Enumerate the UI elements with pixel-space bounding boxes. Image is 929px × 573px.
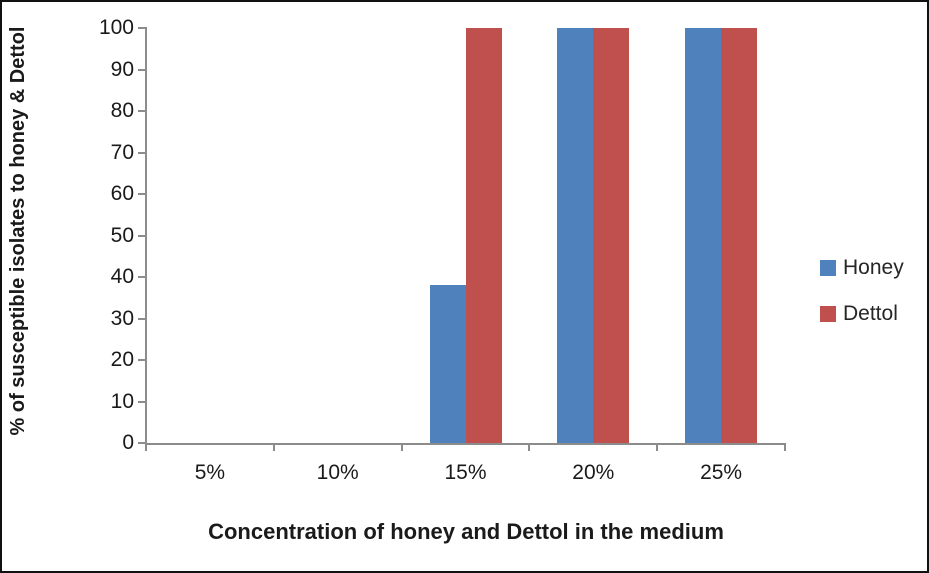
bar-dettol-20% — [593, 28, 630, 443]
bar-dettol-15% — [465, 28, 502, 443]
y-tick-mark — [138, 442, 146, 444]
x-tick-label: 10% — [316, 461, 359, 484]
y-tick-mark — [138, 234, 146, 237]
y-tick-label: 100 — [98, 16, 134, 39]
bar-dettol-25% — [721, 28, 758, 443]
legend-entry-honey: Honey — [820, 255, 904, 280]
x-tick-label: 20% — [572, 461, 615, 484]
legend-label: Dettol — [843, 302, 898, 325]
y-tick-label: 80 — [110, 99, 134, 122]
legend: Honey Dettol — [820, 255, 904, 326]
x-tick-label: 25% — [700, 461, 743, 484]
legend-label: Honey — [843, 256, 904, 279]
y-tick-mark — [138, 400, 146, 403]
legend-swatch-honey — [820, 259, 836, 276]
y-axis-line — [145, 27, 147, 445]
y-tick-mark — [138, 68, 146, 71]
y-tick-label: 0 — [122, 431, 134, 454]
bar-honey-25% — [685, 28, 722, 443]
y-tick-mark — [138, 151, 146, 154]
x-axis-title: Concentration of honey and Dettol in the… — [208, 519, 724, 544]
y-tick-label: 20 — [110, 348, 134, 371]
x-tick-mark — [400, 443, 403, 451]
y-tick-mark — [138, 276, 146, 278]
y-tick-mark — [138, 27, 146, 29]
y-tick-label: 60 — [110, 182, 134, 205]
bar-honey-15% — [429, 285, 466, 443]
x-tick-mark — [528, 443, 531, 451]
y-axis-title: % of susceptible isolates to honey & Det… — [7, 26, 29, 436]
x-tick-label: 15% — [444, 461, 487, 484]
y-tick-mark — [138, 110, 146, 112]
y-tick-label: 90 — [110, 57, 134, 81]
y-tick-label: 40 — [110, 265, 134, 288]
y-tick-mark — [138, 359, 146, 361]
y-tick-label: 10 — [110, 389, 134, 413]
y-tick-label: 50 — [110, 223, 134, 247]
x-tick-label: 5% — [194, 461, 226, 484]
y-tick-mark — [138, 317, 146, 320]
x-tick-mark — [784, 443, 786, 451]
x-tick-mark — [145, 443, 147, 451]
x-tick-mark — [272, 443, 275, 451]
x-axis-line — [145, 443, 786, 445]
x-tick-mark — [656, 443, 659, 451]
legend-entry-dettol: Dettol — [820, 301, 904, 326]
y-tick-mark — [138, 193, 146, 195]
legend-swatch-dettol — [820, 305, 836, 322]
y-tick-label: 70 — [110, 140, 134, 164]
y-tick-label: 30 — [110, 306, 134, 330]
bar-honey-20% — [557, 28, 594, 443]
